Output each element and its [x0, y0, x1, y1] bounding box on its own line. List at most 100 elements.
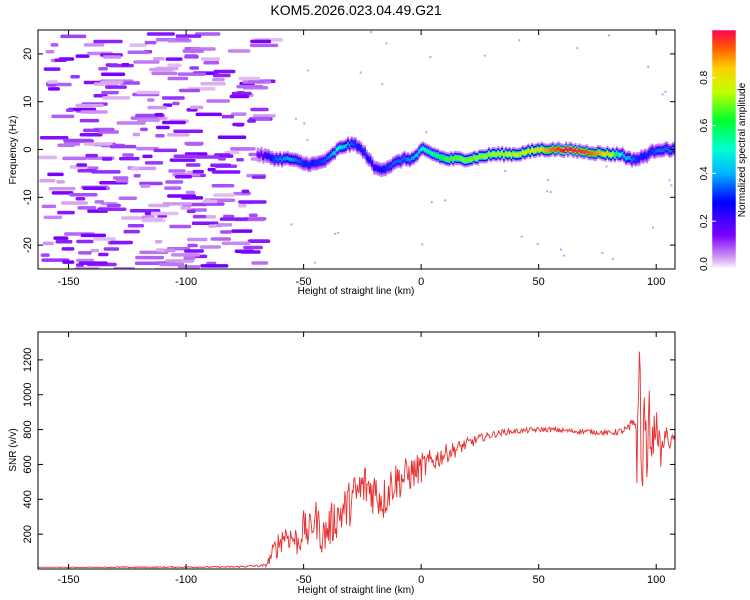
spectrogram-ridge-cell	[282, 156, 286, 161]
spectrogram-ridge-cell	[491, 151, 494, 156]
spectrogram-noise-cell	[560, 248, 562, 251]
spectrogram-y-ticks: -20 -10 0 10 20	[22, 48, 675, 253]
spectrogram-ridge-cell	[523, 151, 526, 156]
spectrogram-ridge-cell	[649, 149, 652, 154]
spectrogram-noise-cell	[172, 101, 180, 106]
spectrogram-ridge-cell	[519, 152, 523, 157]
spectrogram-ridge-cell	[551, 146, 554, 151]
spectrogram-ridge-cell	[645, 154, 649, 159]
spectrogram-noise-cell	[65, 108, 74, 112]
spectrogram-noise-cell	[206, 99, 230, 103]
spectrogram-ridge-cell	[262, 154, 265, 159]
y-tick-label: 20	[22, 48, 34, 60]
spectrogram-ridge-cell	[514, 152, 517, 157]
spectrogram-noise-cell	[444, 199, 447, 202]
spectrogram-ridge-cell	[598, 150, 601, 155]
spectrogram-noise-cell	[652, 226, 654, 229]
spectrogram-noise-cell	[247, 239, 271, 243]
spectrogram-ridge-cell	[521, 150, 524, 155]
spectrogram-noise-cell	[135, 255, 164, 260]
spectrogram-noise-cell	[563, 254, 566, 257]
spectrogram-noise-cell	[76, 163, 88, 167]
spectrogram-ridge-cell	[309, 162, 312, 167]
spectrogram-ridge-cell	[408, 158, 412, 163]
spectrogram-noise-cell	[244, 217, 267, 221]
spectrogram-noise-cell	[670, 184, 673, 187]
spectrogram-noise-cell	[136, 90, 160, 95]
spectrogram-noise-cell	[106, 203, 121, 208]
spectrogram-noise-cell	[136, 146, 159, 151]
spectrogram-ridge-cell	[329, 153, 333, 158]
spectrogram-ridge-cell	[399, 159, 402, 164]
spectrogram-noise-cell	[50, 43, 59, 47]
spectrogram-ridge-cell	[518, 152, 521, 157]
spectrogram-noise-cell	[187, 237, 208, 242]
spectrogram-ridge-cell	[486, 153, 489, 158]
spectrogram-ridge-cell	[260, 151, 263, 156]
spectrogram-noise-cell	[60, 34, 87, 39]
spectrogram-noise-cell	[243, 245, 263, 250]
spectrogram-ridge-cell	[290, 157, 293, 162]
spectrogram-noise-cell	[252, 114, 276, 118]
spectrogram-ridge-cell	[363, 150, 366, 155]
spectrogram-noise-cell	[79, 133, 103, 137]
spectrogram-noise-cell	[103, 55, 122, 59]
spectrogram-ridge-cell	[425, 148, 428, 153]
spectrogram-noise-cell	[238, 76, 261, 81]
spectrogram-ridge-cell	[452, 157, 455, 162]
spectrogram-noise-cell	[90, 248, 100, 253]
spectrogram-noise-cell	[504, 169, 507, 172]
spectrogram-ridge-cell	[418, 149, 421, 154]
spectrogram-ridge-cell	[275, 156, 278, 161]
spectrogram-noise-cell	[184, 249, 204, 253]
spectrogram-noise-cell	[210, 237, 231, 241]
spectrogram-noise-cell	[248, 213, 258, 217]
spectrogram-noise-cell	[109, 144, 137, 149]
spectrogram-noise-cell	[40, 253, 50, 257]
snr-y-ticks: 200 400 600 800 1000 1200	[22, 348, 675, 543]
spectrogram-noise-cell	[306, 69, 309, 72]
spectrogram-noise-cell	[75, 54, 90, 58]
spectrogram-ridge-cell	[662, 148, 665, 153]
spectrogram-noise-cell	[251, 175, 266, 179]
spectrogram-ridge-cell	[435, 153, 438, 158]
spectrogram-ridge-cell	[516, 152, 519, 157]
spectrogram-noise-cell	[54, 58, 67, 62]
spectrogram-noise-cell	[48, 187, 76, 191]
spectrogram-ridge-cell	[296, 158, 299, 163]
spectrogram-ridge-cell	[326, 156, 329, 161]
spectrogram-noise-cell	[250, 107, 269, 112]
spectrogram-noise-cell	[211, 170, 241, 174]
spectrogram-noise-cell	[227, 49, 251, 53]
spectrogram-noise-cell	[150, 211, 179, 216]
spectrogram-ridge-cell	[595, 151, 598, 156]
spectrogram-ridge-cell	[386, 165, 389, 170]
spectrogram-noise-cell	[194, 32, 221, 36]
snr-x-ticks: -150 -100 -50 0 50 100	[58, 332, 665, 586]
spectrogram-ridge-cell	[660, 148, 664, 153]
spectrogram-noise-cell	[251, 261, 269, 265]
spectrogram-noise-cell	[142, 154, 153, 159]
spectrogram-noise-cell	[576, 47, 579, 50]
spectrogram-ridge-cell	[348, 143, 351, 148]
spectrogram-x-ticks: -150 -100 -50 0 50 100	[58, 30, 665, 288]
x-tick-label: -150	[58, 574, 80, 586]
spectrogram-noise-cell	[80, 110, 108, 114]
spectrogram-ridge-cell	[388, 164, 391, 169]
spectrogram-noise-cell	[144, 161, 164, 165]
spectrogram-noise-cell	[205, 215, 216, 219]
spectrogram-noise-cell	[183, 256, 196, 260]
spectrogram-ridge-cell	[360, 146, 363, 151]
spectrogram-noise-cell	[212, 73, 231, 78]
spectrogram-noise-cell	[121, 63, 130, 67]
spectrogram-noise-cell	[208, 224, 217, 228]
spectrogram-noise-cell	[85, 153, 98, 158]
spectrogram-ridge-cell	[446, 157, 449, 162]
spectrogram-ridge-cell	[482, 154, 485, 159]
spectrogram-noise-cell	[61, 247, 75, 251]
spectrogram-ridge-cell	[420, 147, 423, 152]
spectrogram-ridge-cell	[666, 146, 669, 151]
colorbar-gradient	[712, 30, 736, 269]
spectrogram-noise-cell	[177, 265, 201, 269]
spectrogram-ridge-cell	[301, 161, 304, 166]
